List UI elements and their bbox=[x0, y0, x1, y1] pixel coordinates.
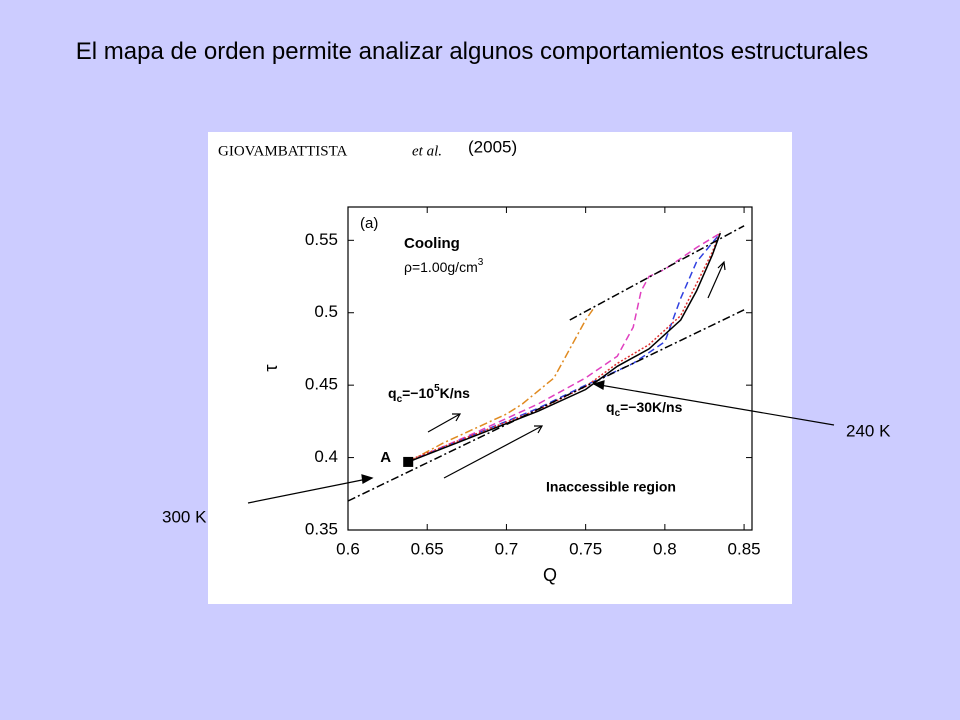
x-axis-label: Q bbox=[543, 565, 557, 585]
note-part: q bbox=[606, 399, 615, 415]
note-part: =−10 bbox=[402, 385, 434, 401]
note-part: q bbox=[388, 385, 397, 401]
note-part: c bbox=[397, 394, 403, 405]
source-authors: GIOVAMBATTISTA bbox=[218, 143, 348, 159]
source-etal: et al. bbox=[412, 143, 442, 159]
note: ρ=1.00g/cm3 bbox=[404, 257, 484, 275]
series-line bbox=[407, 232, 722, 463]
y-tick-label: 0.45 bbox=[305, 375, 338, 394]
x-tick-label: 0.8 bbox=[653, 539, 677, 558]
y-tick-label: 0.55 bbox=[305, 230, 338, 249]
annotation: 240 K bbox=[846, 421, 891, 440]
series-line bbox=[407, 307, 595, 463]
note: qc=−105K/ns bbox=[388, 383, 470, 405]
note: Inaccessible region bbox=[546, 479, 676, 495]
y-tick-label: 0.5 bbox=[314, 302, 338, 321]
y-tick-label: 0.4 bbox=[314, 447, 338, 466]
plot-frame bbox=[347, 206, 753, 531]
note-part: K/ns bbox=[440, 385, 471, 401]
x-tick-label: 0.6 bbox=[336, 539, 360, 558]
y-axis-label: τ bbox=[261, 364, 281, 371]
note-part: =−30K/ns bbox=[620, 399, 682, 415]
slide-title: El mapa de orden permite analizar alguno… bbox=[75, 38, 869, 65]
x-tick-label: 0.85 bbox=[728, 539, 761, 558]
series-line bbox=[407, 231, 721, 462]
note-part: ρ=1.00g/cm bbox=[404, 259, 478, 275]
series-line bbox=[347, 309, 745, 502]
x-tick-label: 0.65 bbox=[411, 539, 444, 558]
point-label: A bbox=[380, 449, 391, 466]
panel-label: (a) bbox=[360, 215, 378, 232]
note-part: c bbox=[615, 408, 621, 419]
series-line bbox=[407, 232, 721, 463]
annotation: 300 K bbox=[162, 507, 207, 526]
source-year: (2005) bbox=[468, 137, 517, 156]
point-marker bbox=[403, 456, 414, 467]
figure-background bbox=[208, 132, 792, 604]
arrows bbox=[247, 260, 835, 504]
series-line bbox=[569, 225, 745, 321]
y-tick-label: 0.35 bbox=[305, 519, 338, 538]
note-part: 5 bbox=[434, 383, 440, 394]
note: Cooling bbox=[404, 235, 460, 252]
x-tick-label: 0.7 bbox=[495, 539, 519, 558]
note-part: 3 bbox=[478, 257, 484, 268]
x-tick-label: 0.75 bbox=[569, 539, 602, 558]
note: qc=−30K/ns bbox=[606, 399, 683, 419]
